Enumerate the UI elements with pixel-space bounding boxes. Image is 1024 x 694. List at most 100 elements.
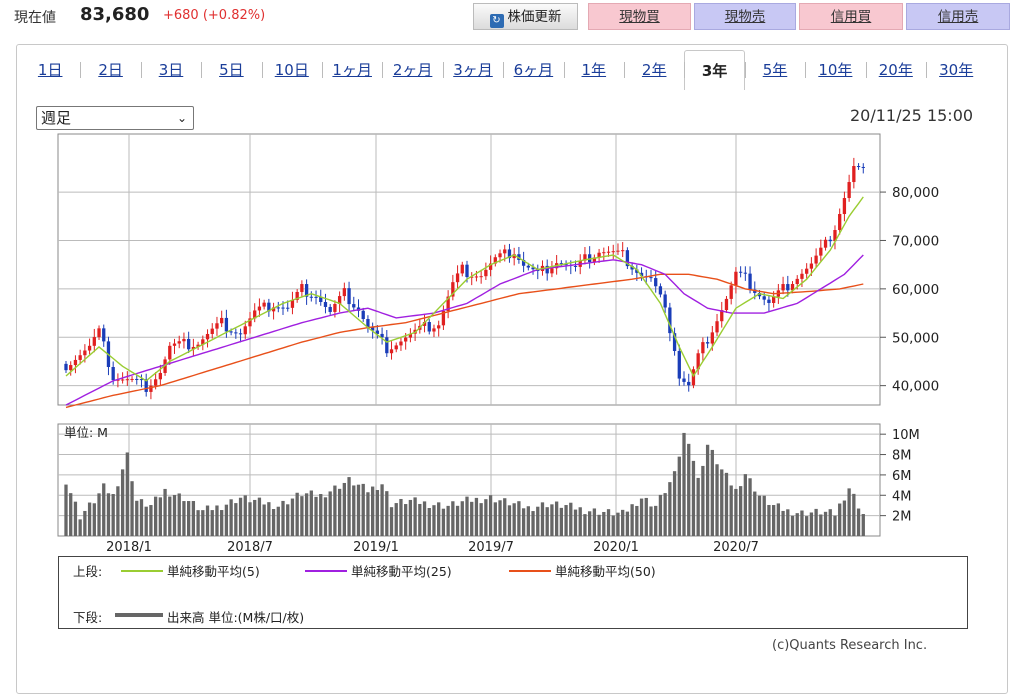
current-price-label: 現在値	[14, 10, 56, 26]
tab-label: 10年	[818, 61, 853, 79]
volume-bar	[503, 498, 507, 536]
margin-buy-button[interactable]: 信用買	[799, 3, 903, 30]
tab-label: 20年	[878, 61, 913, 79]
candle-body	[300, 284, 304, 292]
candle-body	[668, 307, 672, 334]
candle-body	[838, 214, 842, 231]
volume-bar	[389, 507, 394, 536]
candle-body	[672, 333, 677, 351]
tab-3[interactable]: 5日	[201, 50, 261, 90]
volume-bar	[177, 493, 181, 536]
ma25-line	[65, 254, 864, 406]
volume-bar	[441, 508, 446, 536]
tab-separator	[926, 62, 927, 78]
candle-body	[460, 264, 464, 274]
tab-11[interactable]: 3年	[684, 50, 745, 90]
tab-2[interactable]: 3日	[141, 50, 201, 90]
volume-bar	[201, 510, 205, 536]
tab-7[interactable]: 3ヶ月	[443, 50, 503, 90]
volume-bar	[366, 492, 370, 536]
candle-body	[663, 294, 667, 308]
candle-body	[658, 286, 663, 295]
tab-15[interactable]: 30年	[926, 50, 986, 90]
candle-body	[710, 332, 714, 344]
cash-buy-button[interactable]: 現物買	[588, 3, 691, 30]
tab-separator	[201, 62, 203, 78]
volume-bar	[451, 501, 455, 536]
legend-ma25: 単純移動平均(25)	[351, 564, 452, 579]
volume-bar	[668, 482, 672, 536]
candle-body	[323, 301, 328, 307]
candle-body	[271, 307, 276, 312]
volume-bar	[210, 510, 214, 536]
volume-bar	[743, 474, 747, 536]
volume-bar	[767, 504, 771, 536]
tab-label: 5年	[762, 61, 788, 79]
candle-body	[116, 379, 120, 381]
candle-body	[153, 379, 158, 386]
candle-body	[187, 338, 191, 350]
volume-bar	[554, 501, 559, 536]
volume-bar	[748, 478, 752, 536]
candle-body	[224, 317, 229, 332]
interval-select[interactable]: 週足 ⌄	[36, 106, 194, 130]
candle-body	[135, 378, 139, 380]
tab-12[interactable]: 5年	[745, 50, 805, 90]
candle-body	[83, 350, 87, 356]
candle-body	[833, 230, 837, 242]
tab-1[interactable]: 2日	[80, 50, 140, 90]
timestamp: 20/11/25 15:00	[850, 106, 974, 125]
candle-body	[262, 302, 266, 307]
volume-bar	[635, 505, 639, 536]
candle-body	[696, 353, 700, 370]
volume-bar	[394, 503, 398, 536]
tab-9[interactable]: 1年	[564, 50, 624, 90]
candle-body	[337, 296, 342, 305]
volume-bar	[78, 519, 82, 536]
candle-body	[404, 337, 408, 342]
volume-bar	[361, 483, 365, 536]
candle-body	[441, 310, 446, 326]
volume-bar	[437, 502, 441, 536]
volume-bar	[404, 504, 408, 536]
tab-0[interactable]: 1日	[20, 50, 80, 90]
volume-bar	[677, 456, 681, 536]
volume-bar	[559, 507, 564, 536]
volume-bar	[573, 509, 578, 536]
candle-body	[602, 252, 606, 254]
tab-separator	[503, 62, 505, 78]
candle-body	[545, 265, 549, 274]
volume-bar	[182, 501, 186, 536]
tab-13[interactable]: 10年	[805, 50, 865, 90]
tab-10[interactable]: 2年	[624, 50, 684, 90]
volume-bar	[319, 494, 323, 536]
candle-body	[446, 296, 450, 311]
volume-bar	[630, 504, 634, 536]
x-tick-label: 2018/7	[227, 540, 273, 555]
candle-body	[550, 268, 554, 274]
candle-body	[847, 182, 851, 199]
tab-6[interactable]: 2ヶ月	[382, 50, 442, 90]
tab-5[interactable]: 1ヶ月	[322, 50, 382, 90]
volume-bar	[823, 511, 828, 536]
candle-body	[484, 269, 488, 277]
volume-bar	[852, 493, 856, 536]
candle-body	[234, 332, 238, 334]
refresh-price-button[interactable]: ↻ 株価更新	[473, 3, 578, 30]
volume-bar	[564, 505, 568, 536]
candle-body	[69, 365, 73, 371]
candle-body	[597, 252, 601, 258]
volume-tick-label: 4M	[892, 489, 912, 504]
volume-bar	[705, 444, 710, 536]
tab-4[interactable]: 10日	[262, 50, 322, 90]
tab-8[interactable]: 6ヶ月	[503, 50, 563, 90]
volume-bar	[819, 514, 823, 536]
candle-body	[342, 288, 346, 297]
volume-bar	[352, 485, 356, 536]
volume-bar	[583, 514, 587, 536]
tab-14[interactable]: 20年	[866, 50, 926, 90]
cash-sell-button[interactable]: 現物売	[694, 3, 796, 30]
volume-bar	[790, 515, 795, 536]
margin-sell-button[interactable]: 信用売	[906, 3, 1010, 30]
volume-bar	[257, 497, 262, 536]
